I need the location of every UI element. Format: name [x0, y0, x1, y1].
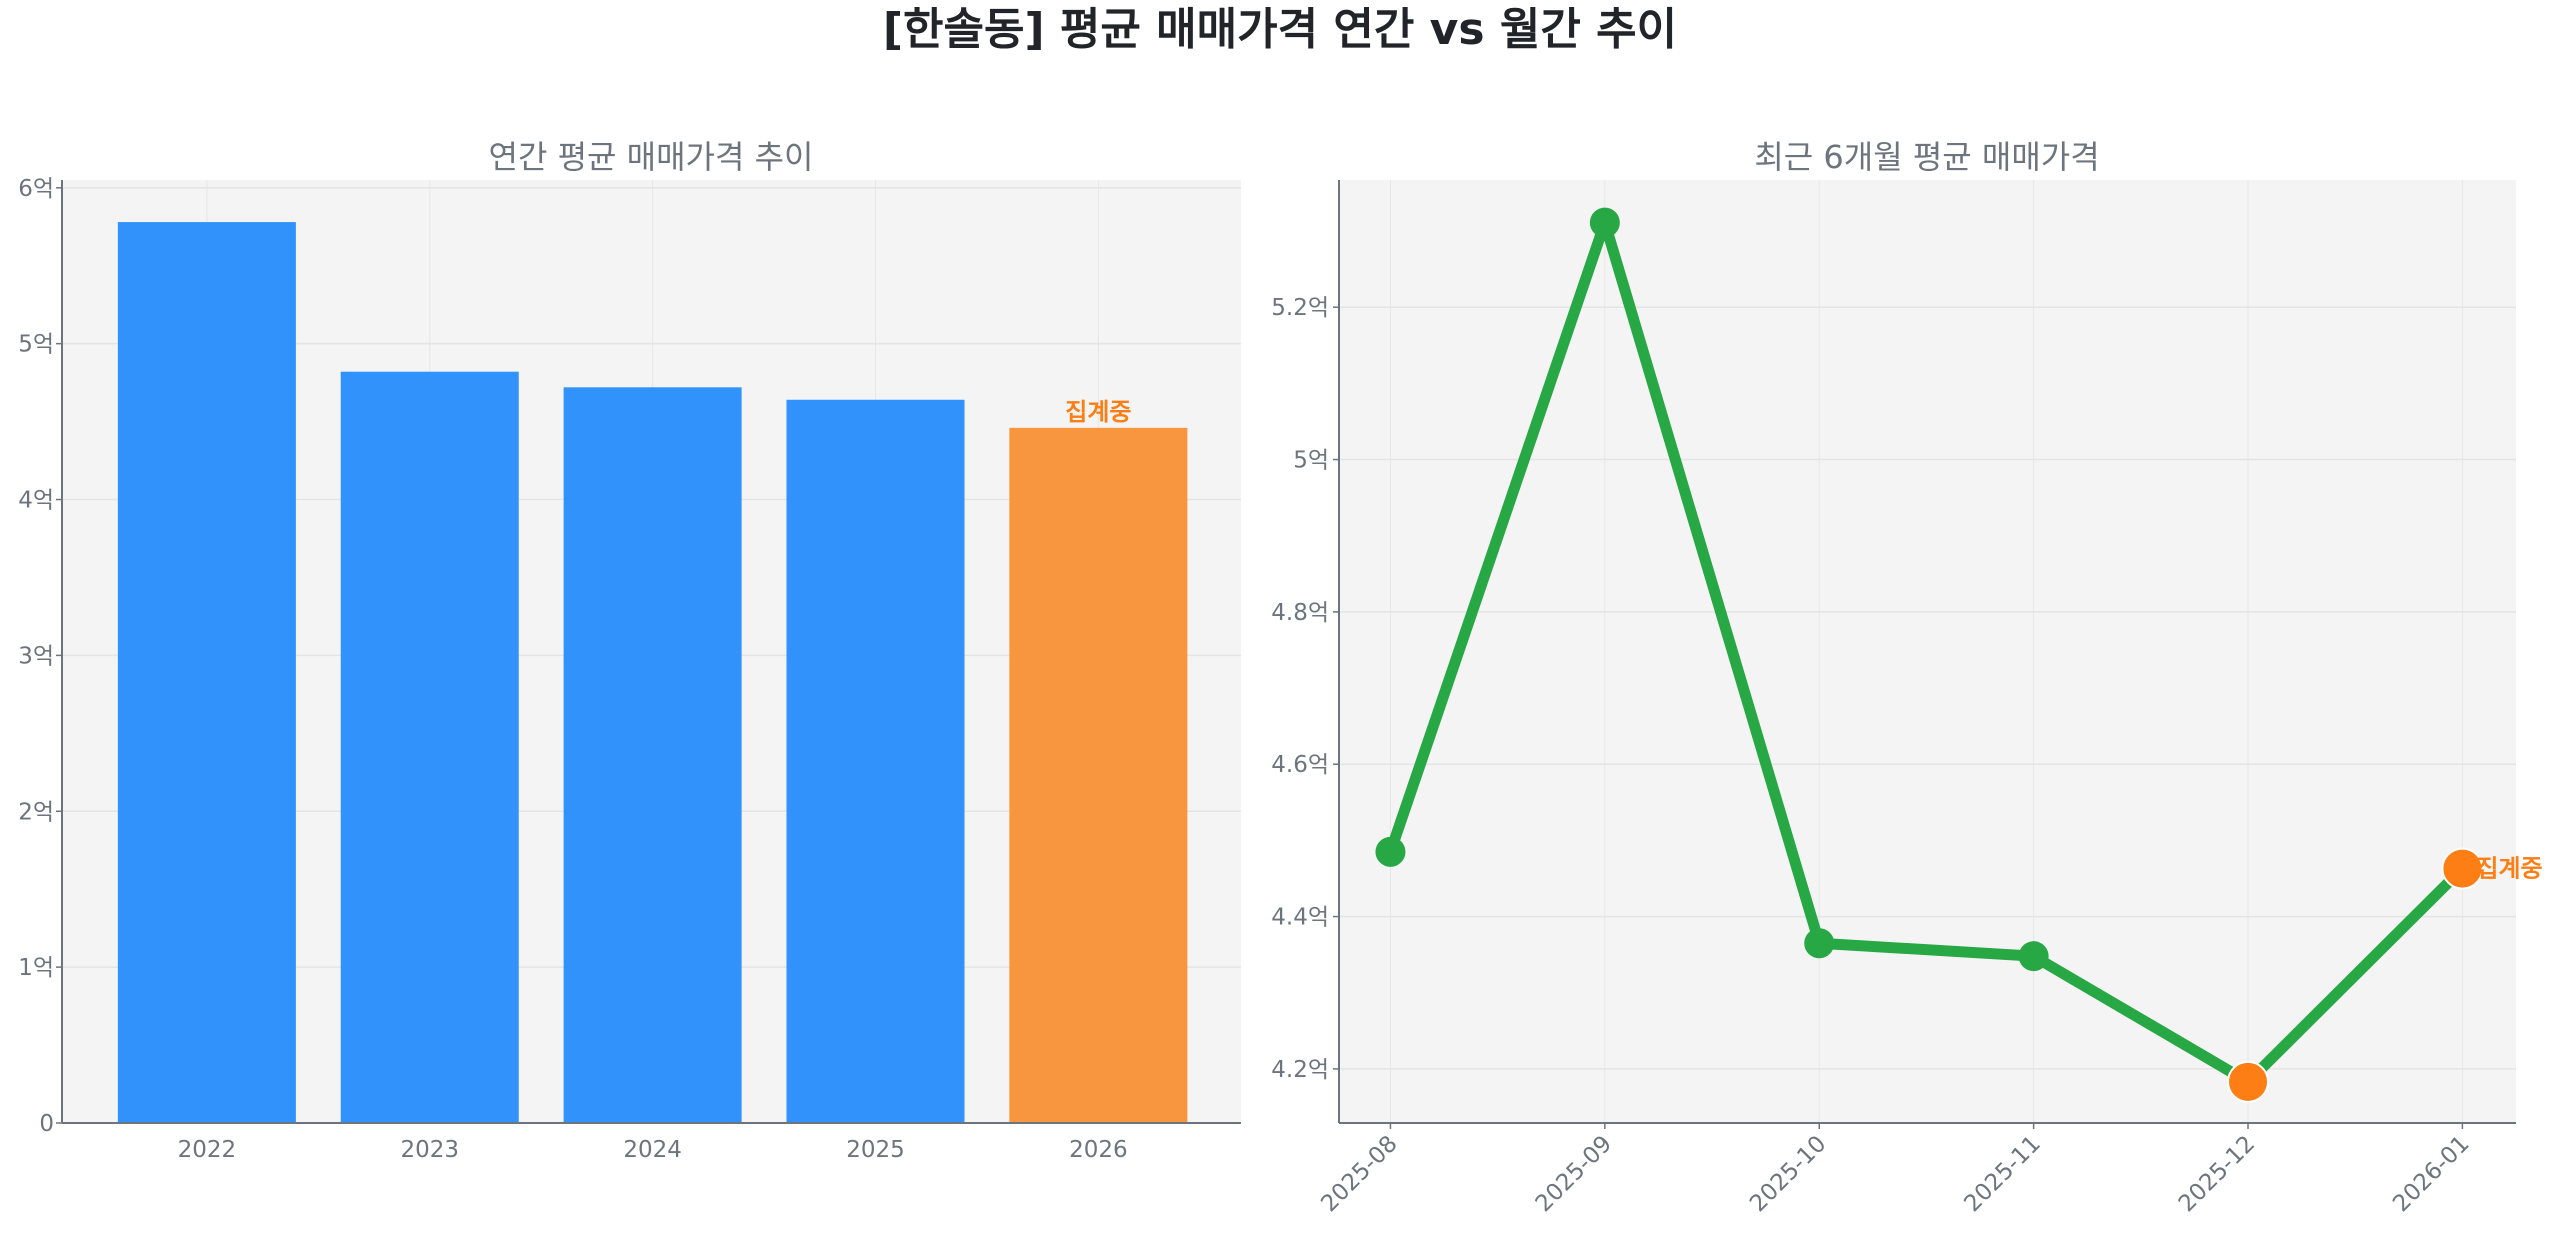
- bar-2022: [117, 222, 296, 1124]
- data-point-2025-12: [2227, 1060, 2270, 1103]
- in-progress-label: 집계중: [2476, 855, 2542, 883]
- y-tick-label: 6억: [18, 176, 54, 202]
- y-tick-label: 4.8억: [1271, 600, 1329, 626]
- data-point-2025-08: [1375, 836, 1406, 867]
- x-tick-label: 2023: [400, 1137, 459, 1163]
- x-tick-label: 2026: [1069, 1137, 1128, 1163]
- x-tick-label: 2024: [623, 1137, 682, 1163]
- bar-2023: [340, 371, 519, 1123]
- y-tick-label: 4.6억: [1271, 752, 1329, 778]
- data-point-2026-01: [2441, 847, 2484, 890]
- monthly-line-chart: 최근 6개월 평균 매매가격 2025-08 2025-09 2025-10 2025…: [1271, 138, 2542, 1217]
- x-tick-label: 2026-01: [2388, 1131, 2474, 1217]
- line-chart-title: 최근 6개월 평균 매매가격: [1754, 138, 2099, 176]
- data-point-2025-11: [2018, 941, 2049, 972]
- y-tick-label: 3억: [18, 643, 54, 669]
- x-tick-label: 2025-09: [1531, 1131, 1617, 1217]
- y-tick-label: 5억: [18, 332, 54, 358]
- y-tick-label: 4억: [18, 488, 54, 514]
- x-tick-label: 2025-11: [1960, 1131, 2046, 1217]
- annual-bar-chart: 연간 평균 매매가격 추이 0 1억 2억 3억 4억 5억 6억 2022 2023 2024 2…: [18, 138, 1241, 1163]
- x-tick-label: 2025-08: [1316, 1131, 1402, 1217]
- y-tick-label: 1억: [18, 955, 54, 981]
- bar-2024: [563, 387, 742, 1123]
- data-point-2025-09: [1589, 207, 1620, 238]
- x-tick-label: 2025-10: [1745, 1131, 1831, 1217]
- price-line: [1385, 217, 2467, 1088]
- x-tick-label: 2022: [178, 1137, 237, 1163]
- y-tick-label: 4.2억: [1271, 1057, 1329, 1083]
- y-tick-label: 0: [39, 1111, 54, 1137]
- bar-2025: [786, 399, 965, 1123]
- in-progress-label: 집계중: [1065, 398, 1131, 426]
- y-tick-label: 5억: [1293, 448, 1329, 474]
- figure-title: [한솔동] 평균 매매가격 연간 vs 월간 추이: [883, 4, 1677, 55]
- y-tick-label: 2억: [18, 799, 54, 825]
- y-tick-label: 5.2억: [1271, 295, 1329, 321]
- x-tick-label: 2025: [846, 1137, 905, 1163]
- y-tick-label: 4.4억: [1271, 905, 1329, 931]
- bar-2026: [1009, 427, 1188, 1124]
- data-point-2025-10: [1804, 928, 1835, 959]
- bar-chart-title: 연간 평균 매매가격 추이: [489, 138, 814, 176]
- plot-area: [1339, 180, 2516, 1123]
- x-tick-label: 2025-12: [2174, 1131, 2260, 1217]
